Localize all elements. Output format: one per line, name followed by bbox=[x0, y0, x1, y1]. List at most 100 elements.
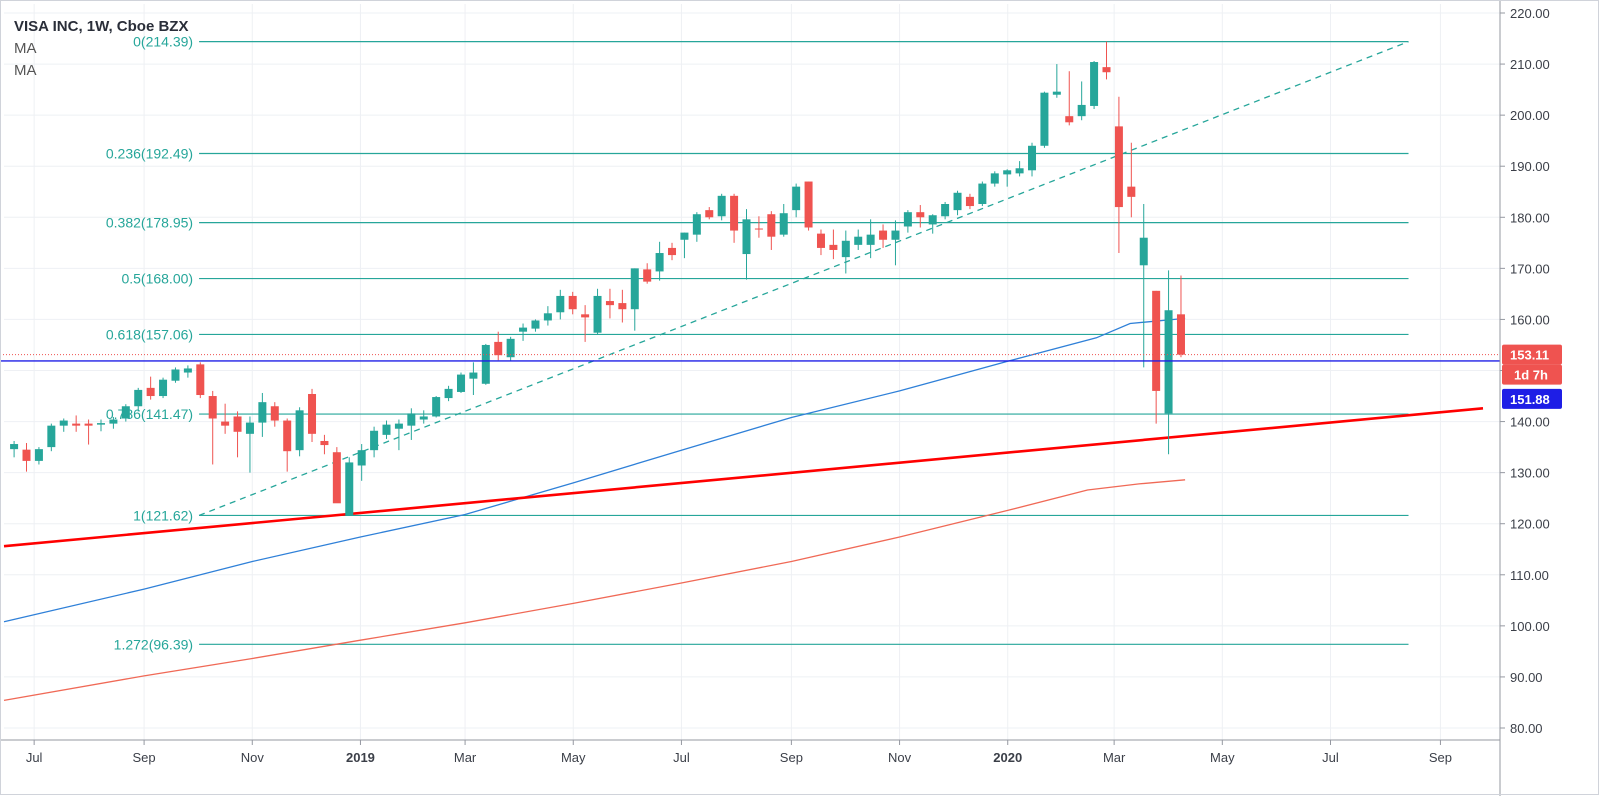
candle-body bbox=[1077, 104, 1086, 117]
candle-body bbox=[308, 393, 317, 434]
fib-level-label: 0.618(157.06) bbox=[106, 326, 193, 342]
y-tick-label: 220.00 bbox=[1510, 6, 1550, 21]
y-tick-label: 170.00 bbox=[1510, 261, 1550, 276]
current-price-badge bbox=[1502, 344, 1562, 365]
candle-body bbox=[978, 183, 987, 205]
candle-body bbox=[754, 228, 763, 230]
x-tick-label: Sep bbox=[1429, 750, 1452, 765]
candle-body bbox=[469, 372, 478, 379]
candle-body bbox=[270, 406, 279, 421]
candle-body bbox=[717, 195, 726, 217]
fib-level-label: 0.786(141.47) bbox=[106, 406, 193, 422]
ma-indicator-1[interactable]: MA bbox=[14, 40, 37, 57]
candle-body bbox=[643, 269, 652, 282]
x-tick-label: May bbox=[561, 750, 586, 765]
x-tick-label: Jul bbox=[673, 750, 690, 765]
y-tick-label: 200.00 bbox=[1510, 108, 1550, 123]
trend-lines[interactable] bbox=[3, 406, 1484, 548]
x-tick-label: Mar bbox=[1103, 750, 1126, 765]
candle-body bbox=[1152, 290, 1161, 391]
moving-averages bbox=[3, 317, 1186, 702]
candle-body bbox=[1028, 145, 1037, 171]
candle-body bbox=[345, 462, 354, 516]
candle-body bbox=[332, 452, 341, 504]
y-tick-label: 180.00 bbox=[1510, 210, 1550, 225]
candle-body bbox=[593, 295, 602, 333]
candle-body bbox=[928, 215, 937, 225]
candle-body bbox=[283, 420, 292, 452]
y-tick-label: 90.00 bbox=[1510, 670, 1543, 685]
candle-body bbox=[1102, 67, 1111, 73]
fib-trend-line[interactable] bbox=[198, 41, 1409, 517]
candle-body bbox=[146, 387, 155, 397]
fib-level-label: 1.272(96.39) bbox=[114, 636, 193, 652]
candle-body bbox=[357, 450, 366, 466]
axes[interactable]: 80.00 90.00 100.00 110.00 120.00 130.00 140.00… bbox=[0, 0, 1562, 796]
candle-body bbox=[680, 232, 689, 240]
candle-body bbox=[531, 320, 540, 329]
support-trendline[interactable] bbox=[3, 406, 1484, 548]
candle-body bbox=[481, 344, 490, 384]
candle-body bbox=[1052, 91, 1061, 95]
candle-body bbox=[903, 212, 912, 227]
candle-body bbox=[320, 440, 329, 446]
candle-body bbox=[419, 416, 428, 420]
candle-body bbox=[692, 214, 701, 235]
x-tick-label: 2019 bbox=[346, 750, 375, 765]
x-tick-label: Sep bbox=[780, 750, 803, 765]
current-price-badge-text: 153.11 bbox=[1510, 348, 1549, 363]
candle-body bbox=[705, 210, 714, 218]
price-line-badge bbox=[1502, 388, 1562, 409]
candle-body bbox=[556, 295, 565, 313]
candle-body bbox=[456, 374, 465, 392]
candle-body bbox=[767, 214, 776, 237]
fib-level-label: 1(121.62) bbox=[133, 507, 193, 523]
candle-body bbox=[1015, 168, 1024, 174]
y-tick-label: 130.00 bbox=[1510, 466, 1550, 481]
candle-body bbox=[605, 301, 614, 306]
candle-body bbox=[382, 424, 391, 435]
candle-body bbox=[109, 419, 118, 424]
candle-body bbox=[618, 303, 627, 310]
candle-body bbox=[841, 240, 850, 258]
price-lines bbox=[0, 354, 1500, 362]
candle-body bbox=[221, 421, 230, 426]
candle-body bbox=[965, 196, 974, 207]
candle-body bbox=[59, 420, 68, 426]
y-tick-label: 210.00 bbox=[1510, 57, 1550, 72]
chart-legend: VISA INC, 1W, Cboe BZX MA MA bbox=[14, 16, 188, 82]
candle-body bbox=[196, 364, 205, 396]
fib-level-label: 0(214.39) bbox=[133, 34, 193, 50]
y-tick-label: 120.00 bbox=[1510, 517, 1550, 532]
candle-body bbox=[245, 422, 254, 434]
candle-body bbox=[941, 204, 950, 217]
candle-body bbox=[183, 368, 192, 373]
candle-body bbox=[990, 173, 999, 184]
y-tick-label: 190.00 bbox=[1510, 159, 1550, 174]
candle-body bbox=[34, 449, 43, 461]
candle-body bbox=[742, 219, 751, 255]
fibonacci-retracement[interactable]: 0(214.39) 0.236(192.49) 0.382(178.95) 0.5(1… bbox=[106, 34, 1409, 653]
candle-body bbox=[816, 233, 825, 248]
candle-body bbox=[543, 313, 552, 321]
x-tick-label: Jul bbox=[26, 750, 43, 765]
candle-body bbox=[494, 341, 503, 356]
candle-body bbox=[233, 416, 242, 432]
candle-body bbox=[953, 192, 962, 211]
candle-body bbox=[655, 253, 664, 272]
candles bbox=[10, 41, 1185, 516]
candle-body bbox=[519, 327, 528, 332]
candle-body bbox=[432, 397, 441, 417]
candle-body bbox=[829, 244, 838, 250]
candle-body bbox=[10, 444, 19, 450]
price-line-badge-text: 151.88 bbox=[1510, 392, 1550, 407]
ma-slow-line bbox=[3, 479, 1186, 702]
y-tick-label: 100.00 bbox=[1510, 619, 1550, 634]
symbol-title: VISA INC, 1W, Cboe BZX bbox=[14, 18, 189, 35]
candle-body bbox=[1003, 170, 1012, 175]
ma-indicator-2[interactable]: MA bbox=[14, 62, 37, 79]
candle-body bbox=[22, 449, 31, 461]
x-tick-label: Nov bbox=[241, 750, 265, 765]
